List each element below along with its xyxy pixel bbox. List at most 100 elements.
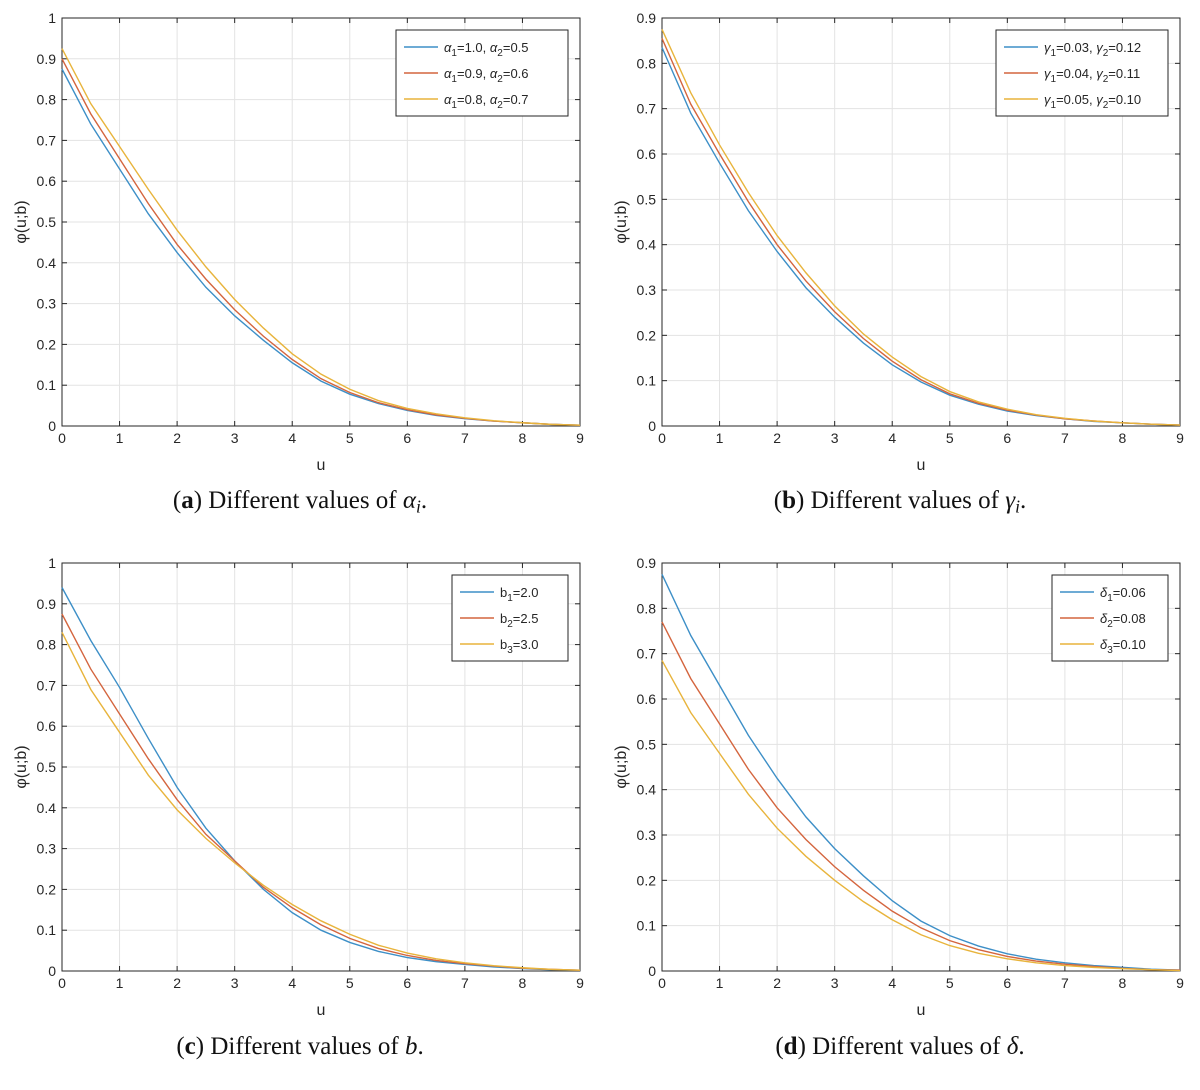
legend-sub1: 1 [451,100,457,111]
x-tick-label: 7 [1061,430,1069,446]
x-tick-label: 3 [831,430,839,446]
legend-sub2: 2 [497,48,503,59]
y-tick-label: 0.4 [37,255,57,271]
legend-sub1: 1 [451,74,457,85]
legend-sym1: b [500,585,507,600]
y-tick-label: 0.9 [37,596,57,612]
legend-sub2: 2 [1103,74,1109,85]
chart-c: 0 1 2 3 4 5 6 7 8 9 0 0.1 0.2 0.3 0.4 0.5 0.6 0.7 0.8 0.9 1 u… [13,555,585,1019]
legend-entry-3: δ3=0.10 [1100,637,1146,656]
legend-sym1: α [444,66,452,81]
y-tick-label: 0.4 [637,782,657,798]
y-tick-label: 0.3 [37,296,57,312]
legend-sub1: 1 [1051,74,1057,85]
y-tick-label: 1 [48,555,56,571]
x-axis-label: u [317,1002,326,1019]
x-tick-label: 9 [576,975,584,991]
legend-entry-1: b1=2.0 [500,585,538,604]
legend-sub1: 1 [1051,100,1057,111]
x-axis-label: u [917,457,926,474]
legend-sym2: γ [1096,40,1104,55]
y-tick-label: 0.8 [637,55,657,71]
y-tick-label: 0.6 [37,173,57,189]
legend-val1: =0.10 [1113,637,1146,652]
y-tick-label: 0.6 [637,691,657,707]
series-line-2 [661,621,1181,971]
x-tick-label: 9 [1176,430,1184,446]
y-tick-label: 0.8 [637,600,657,616]
y-axis-label: φ(u;b) [613,200,630,243]
legend-entry-2: α1=0.9, α2=0.6 [444,66,529,85]
y-tick-label: 0.2 [37,881,57,897]
legend-entry-2: b2=2.5 [500,611,538,630]
legend-val2: =0.5 [503,40,529,55]
y-tick-label: 0.9 [637,10,657,26]
legend-val2: =0.6 [503,66,529,81]
legend-sub1: 1 [1107,593,1113,604]
legend-val2: =0.7 [503,92,529,107]
x-tick-label: 8 [1119,430,1127,446]
x-tick-label: 8 [519,975,527,991]
y-tick-label: 0.4 [637,237,657,253]
legend-entry-1: α1=1.0, α2=0.5 [444,40,529,59]
y-tick-label: 0.7 [637,646,657,662]
chart-a: 0 1 2 3 4 5 6 7 8 9 0 0.1 0.2 0.3 0.4 0.5 0.6 0.7 0.8 0.9 1 u… [13,10,584,474]
series-line-1 [661,574,1181,971]
legend-entry-1: γ1=0.03, γ2=0.12 [1044,40,1141,59]
axes-box [661,562,1181,972]
y-axis-label: φ(u;b) [613,745,630,788]
legend-val1: =0.03, [1056,40,1096,55]
y-tick-label: 0 [48,418,56,434]
legend-val1: =2.5 [513,611,539,626]
x-tick-label: 6 [1003,430,1011,446]
caption-d: (d) Different values of δ. [775,1033,1025,1060]
legend-entry-3: b3=3.0 [500,637,538,656]
x-tick-label: 5 [346,975,354,991]
legend-sym1: γ [1044,40,1052,55]
y-tick-label: 0.7 [37,677,57,693]
y-tick-label: 0.2 [637,872,657,888]
series-line-1 [61,587,581,971]
x-tick-label: 0 [658,430,666,446]
y-axis-label: φ(u;b) [13,200,30,243]
chart-panel-b: 0 1 2 3 4 5 6 7 8 9 0 0.1 0.2 0.3 0.4 0.5 0.6 0.7 0.8 0.9 u φ… [600,0,1200,545]
x-tick-label: 6 [403,430,411,446]
legend-sub2: 2 [1103,100,1109,111]
legend-sub1: 3 [507,645,513,656]
legend-val1: =0.05, [1056,92,1096,107]
y-tick-label: 0.6 [637,146,657,162]
x-tick-label: 7 [461,975,469,991]
x-tick-label: 2 [173,975,181,991]
legend-sym2: α [490,92,498,107]
legend-val1: =1.0, [457,40,490,55]
series-line-3 [661,29,1181,426]
legend-val2: =0.12 [1108,40,1141,55]
legend-val1: =0.04, [1056,66,1096,81]
legend-sym1: α [444,92,452,107]
legend-sym1: α [444,40,452,55]
y-tick-label: 0.8 [37,637,57,653]
chart-panel-d: 0 1 2 3 4 5 6 7 8 9 0 0.1 0.2 0.3 0.4 0.5 0.6 0.7 0.8 0.9 u φ… [600,545,1200,1090]
legend-sym1: δ [1100,637,1108,652]
x-tick-label: 2 [773,975,781,991]
legend-sub1: 1 [1051,48,1057,59]
y-tick-label: 0.2 [637,327,657,343]
legend-sym1: δ [1100,611,1108,626]
y-tick-label: 0.1 [37,377,57,393]
tick-labels: 0 1 2 3 4 5 6 7 8 9 0 0.1 0.2 0.3 0.4 0.5 0.6 0.7 0.8 0.9 1 [37,555,585,991]
y-tick-label: 0.5 [637,191,657,207]
x-tick-label: 5 [946,430,954,446]
x-tick-label: 4 [288,430,296,446]
legend-sym1: δ [1100,585,1108,600]
x-tick-label: 3 [231,975,239,991]
legend-sub1: 1 [507,593,513,604]
legend: b1=2.0 b2=2.5 b3=3.0 [451,574,569,662]
y-tick-label: 0.1 [637,373,657,389]
legend-val1: =0.8, [457,92,490,107]
legend-sym1: b [500,637,507,652]
legend-entry-3: γ1=0.05, γ2=0.10 [1044,92,1141,111]
x-tick-label: 8 [1119,975,1127,991]
y-tick-label: 0.5 [637,736,657,752]
